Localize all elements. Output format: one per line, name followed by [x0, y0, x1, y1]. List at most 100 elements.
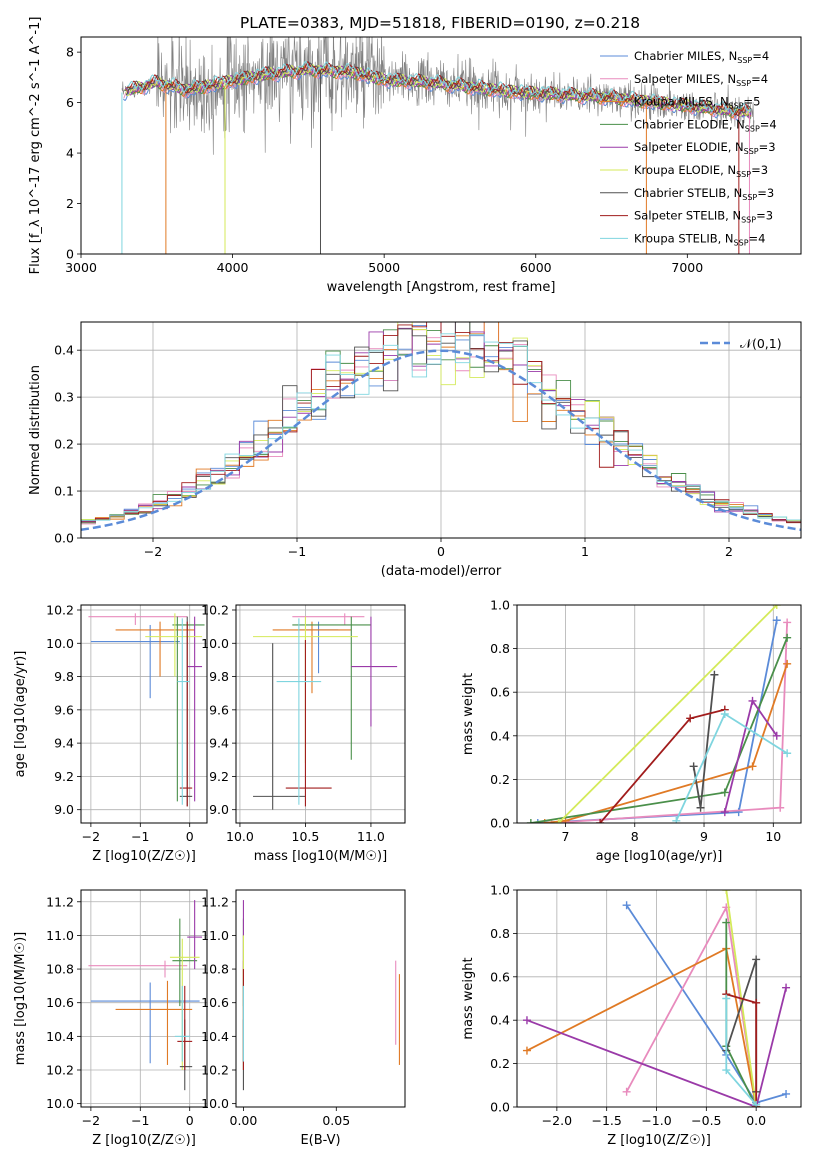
y-tick-label: 0.2	[490, 772, 510, 787]
mass-weight-line	[725, 998, 757, 1106]
legend-label-rest: =3	[759, 140, 776, 154]
x-axis-label: wavelength [Angstrom, rest frame]	[327, 280, 556, 295]
x-tick-label: −2	[82, 1113, 100, 1128]
y-tick-label: 10.2	[46, 1062, 74, 1077]
y-tick-label: 0.8	[490, 926, 510, 941]
y-tick-label: 1.0	[490, 883, 510, 898]
y-tick-label: 10.0	[201, 1096, 229, 1111]
mass-weight-marker	[783, 659, 792, 668]
y-tick-label: 0.2	[54, 437, 74, 452]
y-tick-label: 4	[66, 146, 74, 161]
mass-weight-vs-age-panel: 7 8 9 10 0.0 0.2 0.4 0.6 0.8 1.0 age [log10(age/yr…	[461, 598, 802, 864]
x-tick-label: 0.0	[746, 1113, 766, 1128]
y-tick-label: 9.8	[209, 669, 229, 684]
legend-label: 𝒩(0,1)	[740, 336, 782, 351]
mass-weight-marker	[622, 901, 631, 910]
y-tick-label: 11.2	[201, 894, 229, 909]
y-tick-label: 0.4	[54, 343, 74, 358]
plot-area	[526, 605, 792, 823]
legend-subscript: SSP	[741, 216, 756, 225]
y-tick-label: 0.4	[490, 1013, 510, 1028]
mass-weight-marker	[722, 994, 731, 1003]
y-tick-label: 6	[66, 95, 74, 110]
y-tick-label: 10.0	[46, 636, 74, 651]
mass-weight-marker	[782, 983, 791, 992]
mass-weight-marker	[689, 762, 698, 771]
x-tick-label: −1	[288, 544, 306, 559]
x-tick-label: −2.0	[542, 1113, 572, 1128]
y-tick-label: 10.8	[201, 962, 229, 977]
x-tick-label: 6000	[520, 260, 552, 275]
x-tick-label: 11.0	[357, 829, 385, 844]
model-spectrum-line	[125, 64, 751, 117]
y-axis-label: mass [log10(M/M☉)]	[13, 932, 28, 1065]
y-tick-label: 10.0	[201, 636, 229, 651]
mass-weight-line	[551, 622, 788, 823]
mass-weight-line	[526, 947, 758, 1107]
mass-weight-marker	[720, 808, 729, 817]
y-axis-label: Flux [f_λ 10^-17 erg cm^-2 s^-1 A^-1]	[28, 17, 43, 275]
mass-vs-metallicity-panel: −2 −1 0 10.0 10.2 10.4 10.6 10.8 11.0 11.2 Z [log1…	[13, 889, 208, 1148]
x-tick-label: 0	[186, 829, 194, 844]
legend-subscript: SSP	[736, 79, 751, 88]
y-tick-label: 10.8	[46, 962, 74, 977]
legend-label: Chabrier MILES, NSSP=4	[634, 49, 769, 65]
y-axis-label: Normed distribution	[28, 365, 43, 495]
axes-frame	[80, 889, 208, 1108]
legend-label: Salpeter MILES, NSSP=4	[634, 72, 768, 88]
y-tick-label: 11.2	[46, 894, 74, 909]
mass-weight-marker	[782, 1089, 791, 1098]
legend-subscript: SSP	[745, 124, 760, 133]
legend-label: Chabrier STELIB, NSSP=3	[634, 186, 774, 202]
mass-weight-marker	[722, 1066, 731, 1075]
y-tick-label: 10.4	[46, 1029, 74, 1044]
legend-label-rest: =3	[756, 209, 773, 223]
y-tick-label: 9.6	[54, 702, 74, 717]
y-tick-label: 10.6	[46, 995, 74, 1010]
mass-weight-marker	[752, 998, 761, 1007]
mass-weight-marker	[710, 670, 719, 679]
x-tick-label: 10.5	[292, 829, 320, 844]
mass-weight-marker	[526, 819, 535, 823]
mass-weight-marker	[783, 749, 792, 758]
y-tick-label: 9.8	[54, 669, 74, 684]
mass-weight-marker	[554, 819, 563, 823]
mass-weight-marker	[783, 633, 792, 642]
x-tick-label: 2	[725, 544, 733, 559]
mass-weight-marker	[720, 710, 729, 718]
legend-subscript: SSP	[744, 147, 759, 156]
mass-weight-line	[537, 620, 778, 823]
y-tick-label: 0.0	[490, 816, 510, 831]
y-tick-label: 0.6	[490, 685, 510, 700]
plot-area	[88, 613, 205, 807]
mass-weight-marker	[722, 918, 731, 927]
mass-weight-marker	[772, 605, 781, 609]
y-tick-label: 10.2	[46, 602, 74, 617]
age-vs-metallicity-panel: −2 −1 0 9.0 9.2 9.4 9.6 9.8 10.0 10.2 Z [log10(Z/Z…	[13, 602, 208, 864]
legend-label-rest: =4	[749, 231, 766, 245]
x-tick-label: −2	[82, 829, 100, 844]
x-tick-label: −1	[131, 829, 149, 844]
x-tick-label: 9	[700, 829, 708, 844]
legend-label: Salpeter ELODIE, NSSP=3	[634, 140, 776, 156]
y-tick-label: 0.8	[490, 641, 510, 656]
x-tick-label: 0	[437, 544, 445, 559]
residual-histogram	[81, 322, 801, 526]
mass-weight-marker	[748, 762, 757, 771]
age-vs-mass-panel: 10.0 10.5 11.0 9.0 9.2 9.4 9.6 9.8 10.0 10.2 mass …	[201, 602, 406, 864]
mass-weight-marker	[522, 1016, 531, 1025]
x-tick-label: 4000	[217, 260, 249, 275]
figure-title: PLATE=0383, MJD=51818, FIBERID=0190, z=0…	[240, 14, 640, 32]
mass-weight-marker	[752, 1100, 761, 1107]
y-tick-label: 2	[66, 196, 74, 211]
x-tick-label: −1.0	[641, 1113, 671, 1128]
spectrum-panel: 3000 4000 5000 6000 7000 0 2 4 6 8 wavelength [Ang…	[28, 17, 802, 295]
y-tick-label: 0.4	[490, 728, 510, 743]
x-tick-label: −2	[144, 544, 162, 559]
y-tick-label: 10.2	[201, 1062, 229, 1077]
x-axis-label: age [log10(age/yr)]	[596, 849, 723, 864]
x-axis-label: (data-model)/error	[381, 564, 502, 579]
mass-weight-line	[625, 904, 787, 1104]
y-tick-label: 0.0	[490, 1100, 510, 1115]
x-axis-label: mass [log10(M/M☉)]	[254, 849, 387, 864]
